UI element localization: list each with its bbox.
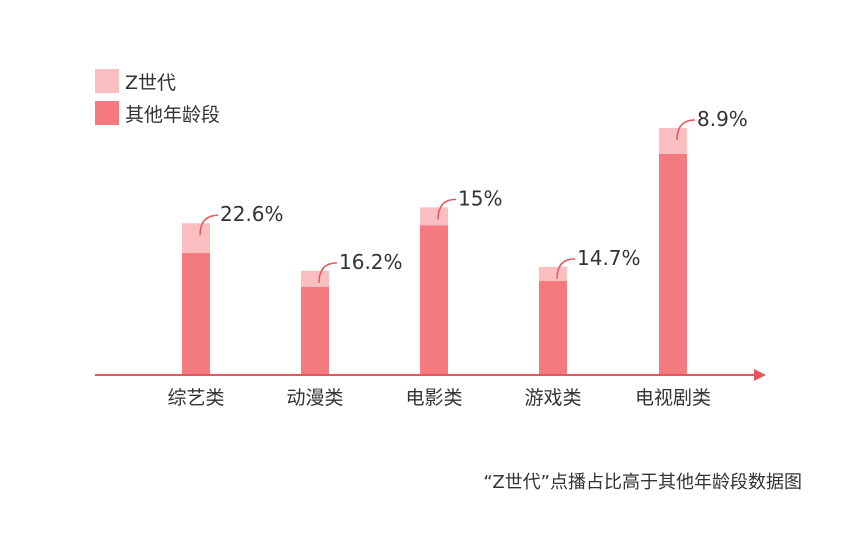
x-tick-label-anime: 动漫类 <box>286 387 343 409</box>
bar-other-ages-movie <box>420 225 448 374</box>
bar-other-ages-anime <box>301 286 329 374</box>
bar-gen-z-variety <box>182 223 210 253</box>
annotation-label-tv-drama: 8.9% <box>697 107 748 131</box>
annotation-leader-tv-drama <box>676 119 696 140</box>
bar-other-ages-variety <box>182 252 210 374</box>
bar-other-ages-tv-drama <box>659 153 687 374</box>
bar-other-ages-game <box>539 280 567 374</box>
legend-swatch-other-ages <box>95 101 119 125</box>
annotation-leader-game <box>556 258 576 279</box>
annotation-label-game: 14.7% <box>577 246 641 270</box>
annotation-leader-variety <box>199 214 219 236</box>
legend-item-other-ages: 其他年龄段 <box>95 98 220 128</box>
annotation-group: 22.6% 16.2% 15% 14.7% 8.9% <box>199 107 748 283</box>
x-tick-label-variety: 综艺类 <box>167 387 224 409</box>
legend-item-gen-z: Z世代 <box>95 66 220 96</box>
x-axis <box>95 369 766 381</box>
annotation-leader-anime <box>318 262 338 283</box>
legend-label-gen-z: Z世代 <box>125 71 177 94</box>
x-tick-label-movie: 电影类 <box>405 387 462 409</box>
x-tick-labels: 综艺类 动漫类 电影类 游戏类 电视剧类 <box>167 387 711 409</box>
bar-gen-z-anime <box>301 270 329 287</box>
bars-group <box>182 127 687 374</box>
annotation-label-anime: 16.2% <box>339 250 403 274</box>
x-tick-label-game: 游戏类 <box>524 387 581 409</box>
bar-gen-z-movie <box>420 207 448 226</box>
legend-label-other-ages: 其他年龄段 <box>125 103 221 126</box>
annotation-label-variety: 22.6% <box>220 202 284 226</box>
legend-swatch-gen-z <box>95 69 119 93</box>
annotation-label-movie: 15% <box>458 186 502 210</box>
annotation-leader-movie <box>437 198 457 220</box>
bar-gen-z-tv-drama <box>659 127 687 154</box>
bar-gen-z-game <box>539 266 567 281</box>
x-tick-label-tv-drama: 电视剧类 <box>635 387 711 409</box>
x-axis-arrow-icon <box>754 369 766 381</box>
chart-caption: “Z世代”点播占比高于其他年龄段数据图 <box>483 472 802 493</box>
legend: Z世代 其他年龄段 <box>95 66 220 130</box>
